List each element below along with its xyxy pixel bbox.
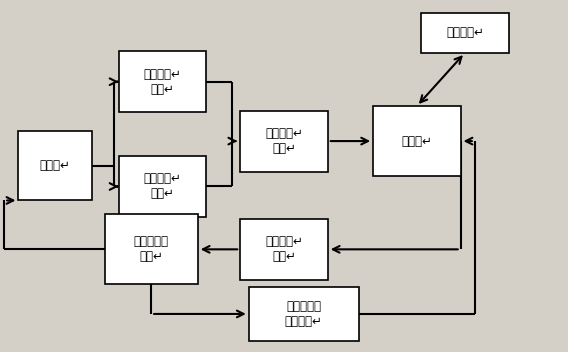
Bar: [373, 106, 461, 176]
Bar: [240, 111, 328, 172]
Bar: [240, 219, 328, 280]
Text: 电池组↵: 电池组↵: [40, 159, 70, 172]
Bar: [105, 214, 198, 284]
Bar: [421, 13, 509, 53]
Text: 光电隔离↵
单元↵: 光电隔离↵ 单元↵: [265, 127, 303, 155]
Bar: [119, 156, 206, 217]
Bar: [119, 51, 206, 112]
Text: 显示单元↵: 显示单元↵: [446, 26, 484, 39]
Text: 电压检测↵
单元↵: 电压检测↵ 单元↵: [144, 172, 181, 201]
Bar: [249, 287, 359, 341]
Text: 单片机↵: 单片机↵: [402, 134, 432, 147]
Text: 电压、电流
反馈单元↵: 电压、电流 反馈单元↵: [285, 300, 323, 328]
Text: 温度检测↵
单元↵: 温度检测↵ 单元↵: [144, 68, 181, 96]
Text: 充放电管理
单元↵: 充放电管理 单元↵: [133, 235, 169, 263]
Bar: [18, 131, 92, 200]
Text: 脉冲控制↵
单元↵: 脉冲控制↵ 单元↵: [265, 235, 303, 263]
